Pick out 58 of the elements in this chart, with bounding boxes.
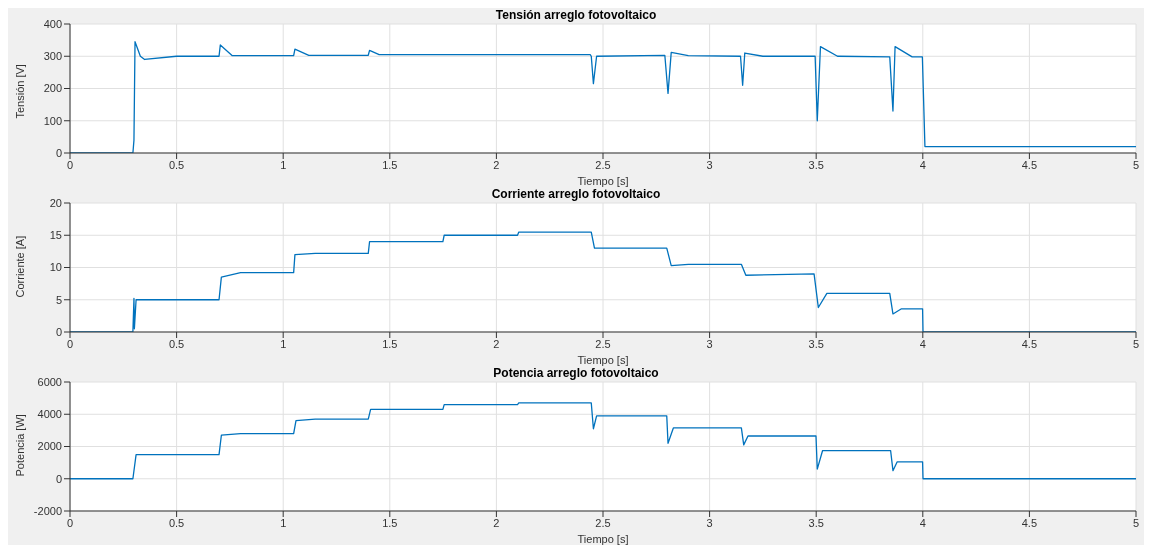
chart-title: Corriente arreglo fotovoltaico	[491, 187, 661, 201]
x-tick-label: 2	[493, 516, 500, 529]
line-series	[70, 402, 1136, 480]
y-tick-label: 5	[55, 293, 62, 306]
x-tick-label: 5	[1132, 516, 1140, 529]
x-tick-label: 0.5	[168, 337, 185, 350]
y-tick-label: 300	[43, 50, 62, 63]
y-tick-label: 4000	[37, 408, 62, 421]
x-tick-label: 1.5	[382, 337, 398, 350]
y-tick-label: 10	[49, 261, 62, 274]
x-tick-label: 0	[66, 516, 74, 529]
x-tick-label: 2	[493, 337, 500, 350]
x-tick-label: 2.5	[595, 516, 611, 529]
chart-title: Potencia arreglo fotovoltaico	[493, 366, 659, 380]
x-tick-label: 5	[1132, 337, 1140, 350]
x-tick-label: 4.5	[1021, 337, 1038, 350]
x-axis-title: Tiempo [s]	[577, 354, 629, 366]
x-tick-label: 0.5	[168, 158, 185, 171]
x-tick-label: 2.5	[595, 337, 611, 350]
x-tick-label: 4	[919, 158, 926, 171]
y-tick-label: 200	[43, 82, 62, 95]
x-tick-label: 0	[66, 337, 74, 350]
x-tick-label: 3	[706, 337, 713, 350]
y-axis-title: Corriente [A]	[13, 235, 26, 298]
x-tick-label: 3	[706, 158, 713, 171]
x-tick-label: 1.5	[382, 158, 398, 171]
x-tick-label: 1.5	[382, 516, 398, 529]
y-axis-title: Potencia [W]	[13, 414, 26, 477]
x-tick-label: 0	[66, 158, 74, 171]
x-axis-title: Tiempo [s]	[577, 175, 629, 187]
y-tick-label: 15	[49, 229, 62, 242]
x-tick-label: 1	[280, 337, 287, 350]
x-tick-label: 5	[1132, 158, 1140, 171]
y-axis-title: Tensión [V]	[13, 64, 26, 119]
x-tick-label: 4.5	[1021, 516, 1038, 529]
y-tick-label: 20	[49, 196, 62, 209]
x-tick-label: 3.5	[808, 337, 824, 350]
y-tick-label: 0	[55, 146, 62, 159]
x-tick-label: 1	[280, 158, 287, 171]
x-axis-title: Tiempo [s]	[577, 533, 629, 545]
x-tick-label: 4	[919, 516, 926, 529]
x-tick-label: 4	[919, 337, 926, 350]
y-tick-label: -2000	[33, 504, 62, 517]
y-tick-label: 400	[43, 17, 62, 30]
chart-title: Tensión arreglo fotovoltaico	[495, 8, 657, 22]
y-tick-label: 0	[55, 472, 62, 485]
y-tick-label: 6000	[37, 375, 62, 388]
x-tick-label: 0.5	[168, 516, 185, 529]
y-tick-label: 2000	[37, 440, 62, 453]
y-tick-label: 100	[43, 114, 62, 127]
x-tick-label: 3	[706, 516, 713, 529]
x-tick-label: 1	[280, 516, 287, 529]
y-tick-label: 0	[55, 325, 62, 338]
x-tick-label: 2	[493, 158, 500, 171]
x-tick-label: 3.5	[808, 158, 824, 171]
x-tick-label: 2.5	[595, 158, 611, 171]
x-tick-label: 3.5	[808, 516, 824, 529]
x-tick-label: 4.5	[1021, 158, 1038, 171]
